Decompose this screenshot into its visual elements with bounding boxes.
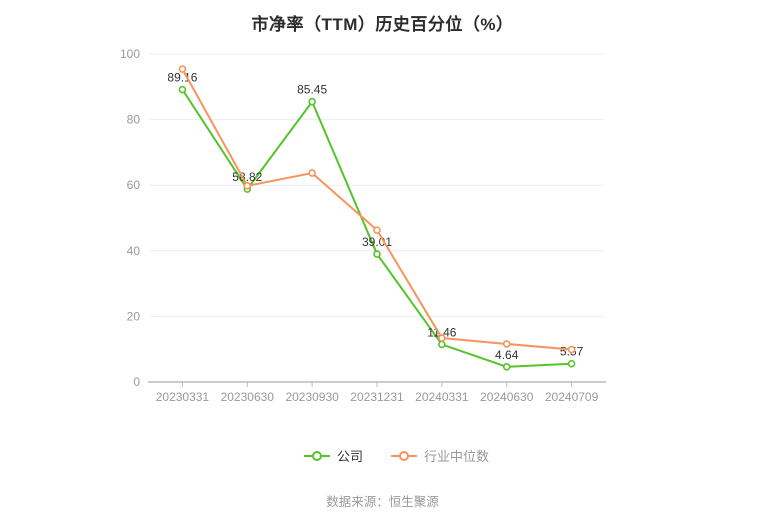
industry-median-series-marker-icon	[391, 450, 417, 461]
svg-text:4.64: 4.64	[495, 348, 519, 362]
svg-text:20231231: 20231231	[350, 390, 404, 404]
svg-text:20240331: 20240331	[415, 390, 469, 404]
legend-label-industry-median: 行业中位数	[424, 449, 490, 464]
line-chart-plot: 0 20 40 60 80 100 20230331 20230630 20230930 2023…	[120, 47, 606, 404]
svg-text:40: 40	[127, 244, 141, 258]
svg-text:39.01: 39.01	[362, 235, 392, 249]
svg-text:80: 80	[127, 113, 141, 127]
chart-legend: 公司 行业中位数	[14, 446, 765, 465]
data-source-note: 数据来源：恒生聚源	[326, 495, 439, 509]
svg-text:0: 0	[133, 375, 140, 389]
svg-text:20230331: 20230331	[156, 390, 210, 404]
company-series-marker-icon	[303, 450, 330, 461]
svg-text:100: 100	[120, 47, 140, 61]
svg-text:20240630: 20240630	[480, 390, 534, 404]
chart-title: 市净率（TTM）历史百分位（%）	[251, 15, 514, 34]
svg-text:20230630: 20230630	[221, 390, 275, 404]
svg-text:20: 20	[127, 309, 141, 323]
svg-text:85.45: 85.45	[297, 83, 327, 97]
legend-label-company: 公司	[336, 449, 363, 464]
svg-text:58.82: 58.82	[232, 170, 262, 184]
svg-text:20240709: 20240709	[545, 390, 599, 404]
svg-text:11.46: 11.46	[427, 325, 456, 339]
legend-item-company[interactable]: 公司	[303, 446, 363, 465]
svg-text:60: 60	[127, 178, 141, 192]
legend-item-industry-median[interactable]: 行业中位数	[391, 446, 489, 465]
svg-text:20230930: 20230930	[285, 390, 339, 404]
